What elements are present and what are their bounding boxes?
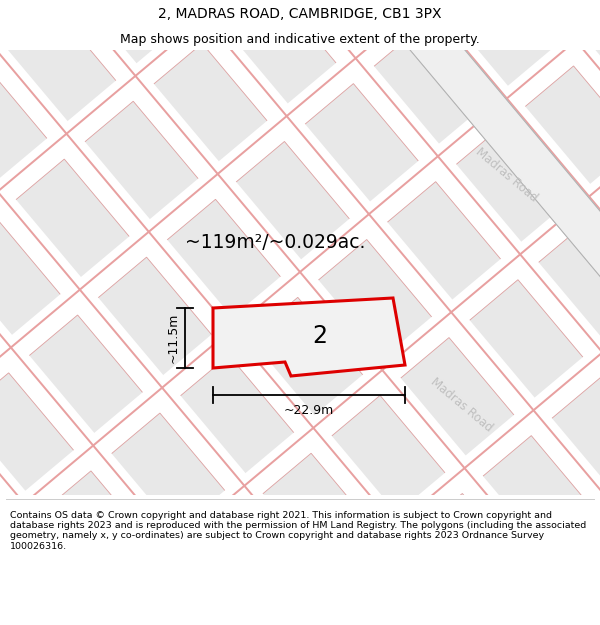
Polygon shape <box>216 0 342 116</box>
Polygon shape <box>345 541 600 625</box>
Polygon shape <box>338 551 464 625</box>
Polygon shape <box>61 0 600 625</box>
Polygon shape <box>518 66 600 196</box>
Polygon shape <box>0 0 502 297</box>
Polygon shape <box>0 0 425 205</box>
Polygon shape <box>380 182 506 312</box>
Polygon shape <box>311 239 437 370</box>
Polygon shape <box>91 257 217 388</box>
Polygon shape <box>0 0 600 591</box>
Polygon shape <box>262 443 600 625</box>
Polygon shape <box>0 0 600 499</box>
Polygon shape <box>0 0 545 625</box>
Polygon shape <box>394 338 520 468</box>
Polygon shape <box>130 0 600 596</box>
Polygon shape <box>407 494 533 624</box>
Text: Madras Road: Madras Road <box>428 376 496 434</box>
Polygon shape <box>36 471 161 601</box>
Polygon shape <box>10 143 600 625</box>
Polygon shape <box>0 64 332 625</box>
Polygon shape <box>242 298 368 428</box>
Polygon shape <box>93 241 600 625</box>
Polygon shape <box>532 222 600 352</box>
Polygon shape <box>160 199 286 330</box>
Polygon shape <box>105 413 230 544</box>
Polygon shape <box>0 0 470 625</box>
Polygon shape <box>0 58 338 625</box>
Polygon shape <box>0 0 600 597</box>
Polygon shape <box>0 6 401 625</box>
Polygon shape <box>545 378 600 508</box>
Polygon shape <box>55 0 600 625</box>
Polygon shape <box>22 315 148 446</box>
Polygon shape <box>0 217 66 348</box>
Polygon shape <box>340 535 600 625</box>
Text: Contains OS data © Crown copyright and database right 2021. This information is : Contains OS data © Crown copyright and d… <box>10 511 586 551</box>
Polygon shape <box>0 121 263 625</box>
Text: ~22.9m: ~22.9m <box>284 404 334 418</box>
Polygon shape <box>0 45 600 625</box>
Polygon shape <box>124 0 600 601</box>
Polygon shape <box>463 280 589 410</box>
Polygon shape <box>476 436 600 566</box>
Polygon shape <box>65 0 191 76</box>
Polygon shape <box>587 8 600 139</box>
Polygon shape <box>0 0 539 625</box>
Polygon shape <box>269 609 395 625</box>
Polygon shape <box>98 248 600 625</box>
Polygon shape <box>229 141 355 272</box>
Polygon shape <box>0 0 600 493</box>
Polygon shape <box>256 453 382 584</box>
Polygon shape <box>0 529 93 625</box>
Text: 2: 2 <box>313 324 328 348</box>
Polygon shape <box>118 569 244 625</box>
Polygon shape <box>0 373 79 503</box>
Polygon shape <box>436 0 562 99</box>
Polygon shape <box>505 0 600 41</box>
Polygon shape <box>298 84 424 214</box>
Text: Madras Road: Madras Road <box>473 146 541 204</box>
Polygon shape <box>175 339 600 625</box>
Polygon shape <box>16 149 600 625</box>
Polygon shape <box>0 1 407 625</box>
Polygon shape <box>285 0 411 58</box>
Polygon shape <box>199 0 600 538</box>
Polygon shape <box>0 0 420 199</box>
Text: ~119m²/~0.029ac.: ~119m²/~0.029ac. <box>185 234 365 253</box>
Polygon shape <box>0 0 584 395</box>
Polygon shape <box>0 61 53 192</box>
Polygon shape <box>0 587 24 625</box>
Polygon shape <box>0 0 476 625</box>
Polygon shape <box>193 0 600 544</box>
Polygon shape <box>147 43 273 174</box>
Polygon shape <box>9 159 135 289</box>
Polygon shape <box>0 431 10 561</box>
Polygon shape <box>0 0 590 401</box>
Polygon shape <box>213 298 405 376</box>
Polygon shape <box>449 124 575 254</box>
Polygon shape <box>173 355 299 486</box>
Polygon shape <box>187 511 313 625</box>
Polygon shape <box>367 26 493 156</box>
Polygon shape <box>257 438 600 625</box>
